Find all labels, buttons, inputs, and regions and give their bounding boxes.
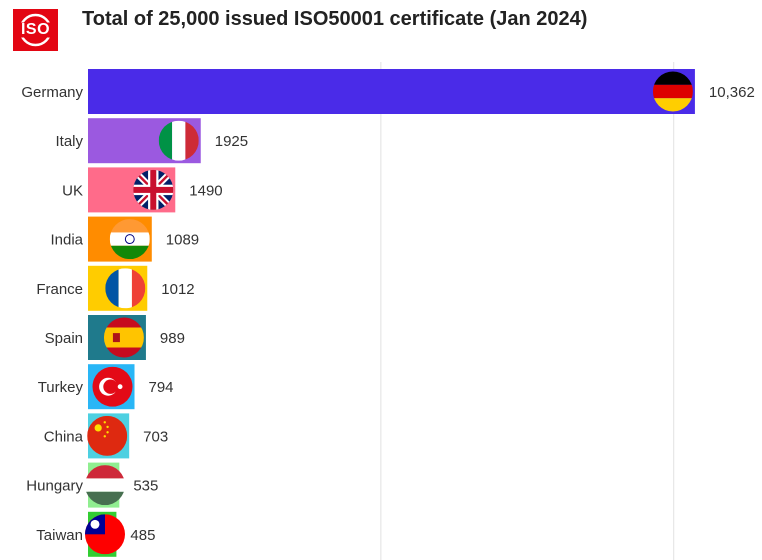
italy-flag-icon <box>158 120 199 161</box>
category-label: Spain <box>45 330 83 347</box>
value-label: 535 <box>133 478 158 495</box>
uk-flag-icon <box>133 169 174 210</box>
value-label: 10,362 <box>709 84 755 101</box>
category-label: Germany <box>21 84 83 101</box>
germany-flag-icon <box>652 71 693 112</box>
value-label: 1089 <box>166 232 199 249</box>
india-flag-icon <box>109 219 150 260</box>
category-label: Taiwan <box>36 527 83 544</box>
iso-logo: ISO <box>13 9 58 51</box>
category-label: Hungary <box>26 478 83 495</box>
france-flag-icon <box>105 268 146 309</box>
chart-title: Total of 25,000 issued ISO50001 certific… <box>82 8 588 30</box>
value-label: 794 <box>149 379 174 396</box>
category-label: UK <box>62 182 83 199</box>
logo-text: ISO <box>20 21 51 38</box>
value-label: 485 <box>130 527 155 544</box>
category-label: India <box>50 232 83 249</box>
turkey-flag-icon <box>92 366 133 407</box>
china-flag-icon <box>87 415 128 456</box>
taiwan-flag-icon <box>85 514 125 555</box>
value-label: 1490 <box>189 182 222 199</box>
value-label: 703 <box>143 428 168 445</box>
value-label: 1012 <box>161 281 194 298</box>
category-label: France <box>36 281 83 298</box>
bar-germany <box>88 69 695 114</box>
value-label: 989 <box>160 330 185 347</box>
spain-flag-icon <box>103 317 144 358</box>
category-label: China <box>44 428 84 445</box>
category-label: Italy <box>55 133 83 150</box>
iso-logo-icon <box>17 13 54 47</box>
category-label: Turkey <box>38 379 84 396</box>
value-label: 1925 <box>215 133 248 150</box>
hungary-flag-icon <box>85 465 125 506</box>
